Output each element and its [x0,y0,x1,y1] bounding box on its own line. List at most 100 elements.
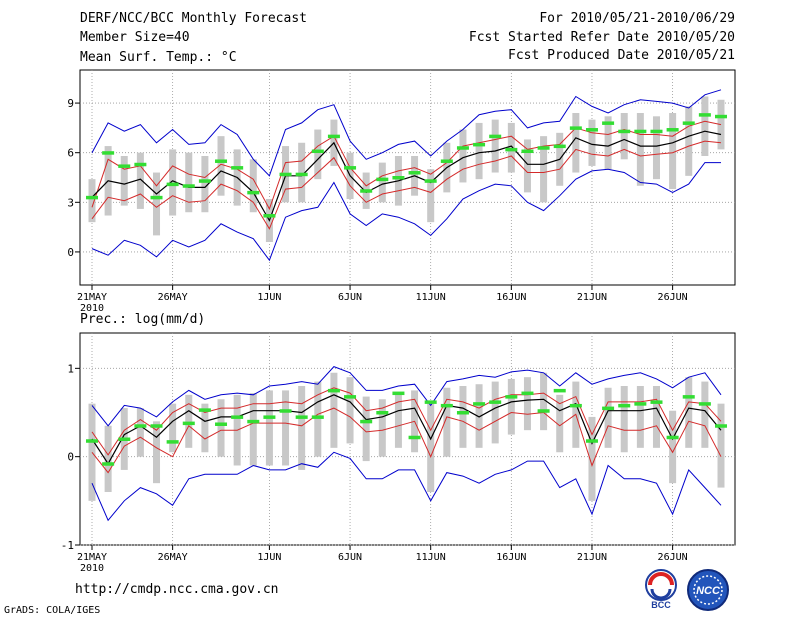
ensemble-box [201,156,209,213]
forecast-marker [392,391,405,396]
y-tick-label: 0 [67,451,74,464]
y-tick-label: 1 [67,362,74,375]
forecast-marker [311,415,324,419]
ensemble-box [88,179,96,223]
forecast-marker [86,439,98,443]
forecast-marker [698,113,711,117]
forecast-marker [456,146,469,150]
forecast-marker [198,408,211,412]
forecast-marker [618,403,631,408]
forecast-marker [489,400,502,404]
forecast-marker [182,184,195,188]
panel-title: Mean Surf. Temp.: °C [80,50,237,65]
source-url: http://cmdp.ncc.cma.gov.cn [75,582,279,597]
forecast-marker [102,151,115,155]
ensemble-box [136,408,144,457]
forecast-marker [295,172,308,177]
forecast-marker [86,195,98,200]
forecast-marker [215,422,228,426]
ensemble-box [652,116,660,180]
ensemble-box [572,113,580,173]
forecast-marker [553,144,566,149]
ensemble-box [265,390,273,466]
ensemble-box [604,116,612,170]
forecast-marker [650,129,663,134]
ensemble-box [523,139,531,193]
x-tick-label: 26JUN [658,552,688,563]
forecast-marker [311,149,324,154]
ensemble-box [491,119,499,173]
forecast-marker [279,172,292,177]
ensemble-box [169,403,177,453]
y-tick-label: 6 [67,147,74,160]
precipitation-panel: 21MAY 26MAY 1JUN 6JUN 11JUN 16JUN 21JUN 26JUN 20… [61,312,736,574]
plot-frame [79,69,736,286]
forecast-start-label: Fcst Started Refer Date 2010/05/20 [468,30,735,45]
forecast-marker [440,159,453,163]
x-tick-label: 11JUN [416,292,446,303]
max-line [91,89,722,177]
min-line [91,162,721,262]
ensemble-box [136,152,144,209]
x-tick-label: 16JUN [496,292,526,303]
x-tick-label: 26MAY [158,552,188,563]
max-line [91,366,722,427]
forecast-marker [360,419,373,424]
ensemble-box [717,403,725,488]
forecast-marker [634,129,647,134]
ensemble-box [104,425,112,492]
forecast-marker [102,462,115,466]
ensemble-box [120,156,128,206]
forecast-marker [392,176,405,180]
forecast-marker [569,403,582,408]
forecast-marker [505,147,518,152]
ensemble-box [362,396,370,462]
forecast-marker [698,402,711,406]
ensemble-box [217,136,225,196]
bcc-logo: BCC [645,569,677,610]
forecast-range-label: For 2010/05/21-2010/06/29 [539,11,735,26]
forecast-marker [198,179,211,183]
ensemble-box [249,393,257,466]
ensemble-box [314,129,322,180]
ensemble-box [701,96,709,156]
x-tick-label: 1JUN [257,292,281,303]
forecast-marker [231,166,244,170]
forecast-marker [376,177,389,182]
ensemble-box [249,159,257,213]
x-tick-label: 6JUN [338,552,362,563]
ensemble-box [491,381,499,444]
ensemble-box [153,172,161,236]
forecast-marker [537,146,550,150]
forecast-marker [602,121,615,125]
forecast-marker [569,126,582,130]
ensemble-box [378,399,386,457]
forecast-marker [279,409,292,413]
forecast-marker [166,182,179,187]
forecast-marker [295,415,308,419]
forecast-marker [521,391,534,396]
forecast-marker [408,171,421,175]
ensemble-box [153,421,161,484]
forecast-marker [440,403,453,408]
forecast-marker [182,421,195,426]
ensemble-box [427,169,435,223]
ensemble-box [346,377,354,444]
member-size-label: Member Size=40 [80,30,190,45]
forecast-marker [408,435,421,440]
bcc-logo-text: BCC [651,600,671,610]
forecast-marker [215,159,228,163]
forecast-marker [263,415,276,419]
forecast-marker [231,415,244,419]
forecast-marker [602,406,615,411]
ensemble-box [604,387,612,448]
forecast-marker [247,190,260,195]
x-tick-label: 26MAY [158,292,188,303]
ensemble-box [620,113,628,160]
forecast-marker [489,134,502,139]
ensemble-box [636,113,644,186]
forecast-marker [682,121,695,125]
forecast-marker [134,424,147,428]
forecast-marker [456,411,469,415]
